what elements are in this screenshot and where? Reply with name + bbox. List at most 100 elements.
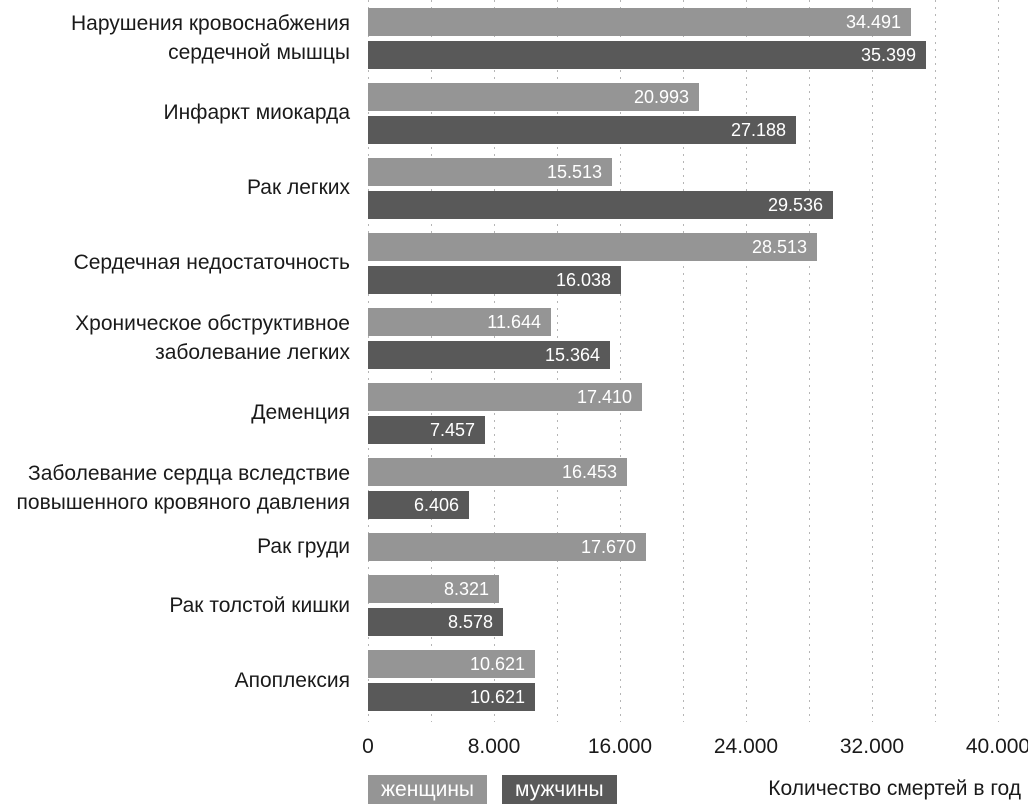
bar-value-label: 28.513 [751,236,807,257]
bar-women: 17.670 [368,533,646,562]
bar-women: 10.621 [368,650,535,679]
bar-group: 15.513 29.536 [368,158,833,219]
bar-rows: Нарушения кровоснабжения сердечной мышцы 3… [0,8,1028,712]
bar-men: 6.406 [368,491,469,519]
bar-group: 17.670 [368,533,646,562]
bar-value-label: 29.536 [767,194,823,215]
category-label-line: Нарушения кровоснабжения [71,12,350,36]
category-label-line: Сердечная недостаточность [73,251,350,275]
bar-row: Апоплексия 10.621 10.621 [0,650,1028,712]
bar-value-label: 8.321 [443,578,489,599]
category-label: Хроническое обструктивное заболевание лег… [0,310,350,367]
bar-row: Нарушения кровоснабжения сердечной мышцы 3… [0,8,1028,69]
category-label-line: Апоплексия [234,668,350,692]
bar-row: Заболевание сердца вследствие повышенного… [0,458,1028,519]
category-label-line: заболевание легких [155,340,350,364]
bar-value-label: 17.410 [576,386,632,407]
bar-value-label: 6.406 [413,494,459,515]
bar-men: 10.621 [368,683,535,712]
bar-group: 20.993 27.188 [368,83,796,144]
bar-row: Хроническое обструктивное заболевание лег… [0,308,1028,369]
x-tick-label: 24.000 [713,735,779,758]
bar-men: 15.364 [368,341,610,369]
bar-value-label: 16.453 [561,461,617,482]
bar-row: Инфаркт миокарда 20.993 27.188 [0,83,1028,144]
bar-group: 10.621 10.621 [368,650,535,712]
bar-women: 20.993 [368,83,699,111]
bar-women: 16.453 [368,458,627,486]
x-tick-label: 40.000 [965,735,1028,758]
category-label: Сердечная недостаточность [0,249,350,277]
category-label: Нарушения кровоснабжения сердечной мышцы [0,10,350,67]
category-label: Рак легких [0,174,350,202]
bar-value-label: 35.399 [860,44,916,65]
bar-men: 35.399 [368,41,926,69]
bar-value-label: 16.038 [555,269,611,290]
gridline [620,0,621,722]
category-label-line: Рак легких [246,176,350,200]
category-label-line: Деменция [251,401,350,425]
bar-value-label: 7.457 [429,419,475,440]
gridline [683,0,684,722]
gridline [935,0,936,722]
category-label: Заболевание сердца вследствие повышенного… [0,460,350,517]
bar-value-label: 34.491 [845,11,901,32]
bar-value-label: 8.578 [447,611,493,632]
x-axis-title: Количество смертей в год [768,777,1021,800]
x-tick-label: 0 [362,735,374,758]
bar-row: Деменция 17.410 7.457 [0,383,1028,444]
bar-women: 28.513 [368,233,817,261]
category-label: Рак толстой кишки [0,592,350,620]
legend-item-women: женщины [368,775,488,804]
bar-group: 17.410 7.457 [368,383,642,444]
bar-men: 8.578 [368,608,503,637]
category-label: Деменция [0,399,350,427]
gridline [746,0,747,722]
bar-women: 15.513 [368,158,612,186]
legend-item-men: мужчины [502,775,617,804]
category-label-line: Заболевание сердца вследствие [28,462,350,486]
bar-women: 11.644 [368,308,551,336]
category-label-line: повышенного кровяного давления [16,490,350,514]
category-label-line: Инфаркт миокарда [163,101,350,125]
bar-value-label: 11.644 [487,311,541,332]
gridline [998,0,999,722]
category-label-line: сердечной мышцы [168,40,350,64]
bar-group: 11.644 15.364 [368,308,610,369]
bar-row: Рак груди 17.670 [0,533,1028,562]
bar-men: 7.457 [368,416,485,444]
category-label: Инфаркт миокарда [0,99,350,127]
x-tick-label: 32.000 [839,735,905,758]
bar-women: 17.410 [368,383,642,411]
category-label: Рак груди [0,533,350,561]
category-label-line: Рак толстой кишки [169,593,350,617]
bar-row: Рак толстой кишки 8.321 8.578 [0,575,1028,637]
bar-group: 34.491 35.399 [368,8,926,69]
x-tick-label: 8.000 [467,735,521,758]
x-axis: 0 8.000 16.000 24.000 32.000 40.000 [362,735,1028,763]
gridline [809,0,810,722]
bar-value-label: 27.188 [730,119,786,140]
bar-value-label: 20.993 [633,86,689,107]
category-label: Апоплексия [0,667,350,695]
bar-group: 8.321 8.578 [368,575,503,637]
bar-value-label: 10.621 [469,686,525,707]
bar-value-label: 17.670 [580,536,636,557]
bar-men: 16.038 [368,266,621,294]
bar-group: 28.513 16.038 [368,233,817,294]
bar-group: 16.453 6.406 [368,458,627,519]
bar-men: 29.536 [368,191,833,219]
bar-men: 27.188 [368,116,796,144]
bar-row: Сердечная недостаточность 28.513 16.038 [0,233,1028,294]
x-tick-label: 16.000 [587,735,653,758]
bar-value-label: 15.364 [544,344,600,365]
category-label-line: Хроническое обструктивное [75,312,350,336]
bar-value-label: 10.621 [469,653,525,674]
bar-women: 8.321 [368,575,499,604]
gridline [872,0,873,722]
legend: женщины мужчины [368,775,617,804]
category-label-line: Рак груди [257,535,350,558]
bar-row: Рак легких 15.513 29.536 [0,158,1028,219]
bar-value-label: 15.513 [546,161,602,182]
